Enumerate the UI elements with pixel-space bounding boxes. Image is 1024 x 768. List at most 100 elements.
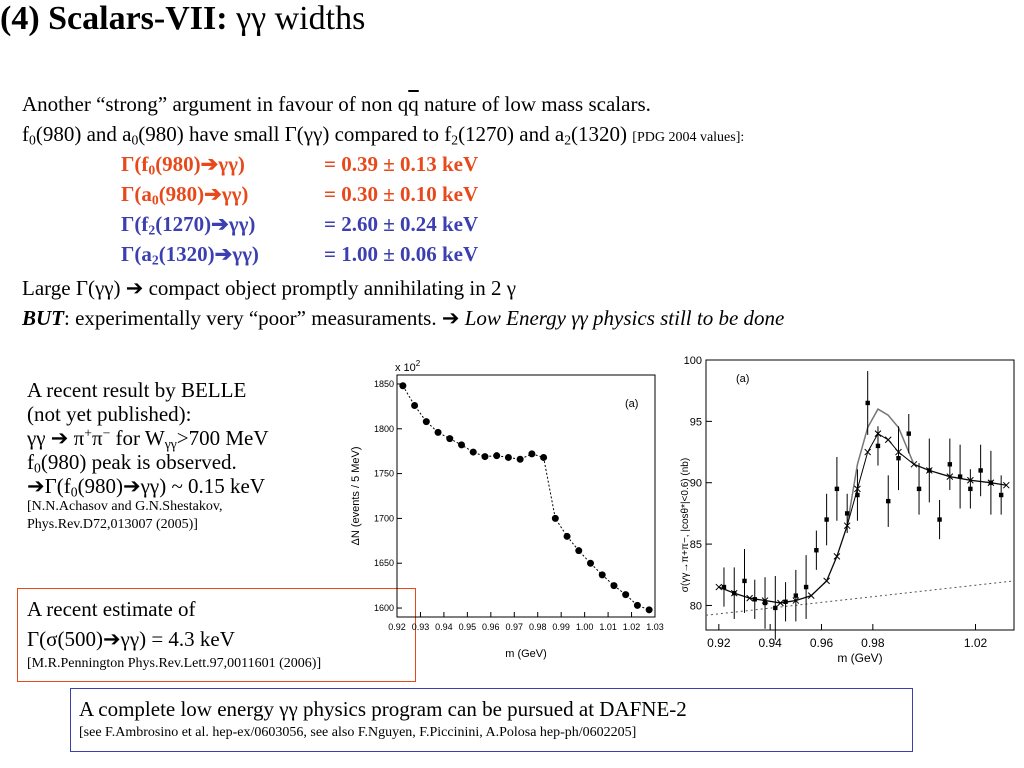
belle-line: A recent result by BELLE xyxy=(27,378,247,402)
model-cross xyxy=(910,460,918,468)
subscript: 2 xyxy=(148,222,156,238)
data-point xyxy=(773,605,778,611)
text-frag: (1270) and a xyxy=(458,122,565,146)
x-tick-label: 0.96 xyxy=(810,636,834,650)
data-point xyxy=(988,480,994,485)
subscript: 0 xyxy=(70,484,78,500)
text-frag: (1320) xyxy=(571,122,633,146)
model-cross xyxy=(746,594,753,602)
data-point xyxy=(528,450,536,458)
data-point xyxy=(446,435,454,443)
data-point xyxy=(824,517,829,522)
data-point xyxy=(968,486,973,492)
width-label: Γ(a2(1320)➔γγ) xyxy=(121,242,259,267)
text-frag: π xyxy=(91,426,103,450)
subscript: 2 xyxy=(151,252,159,268)
dafne-box xyxy=(70,688,913,752)
width-row-f2: Γ(f2(1270)➔γγ) = 2.60 ± 0.24 keV xyxy=(121,212,541,240)
data-point xyxy=(855,492,860,498)
data-point xyxy=(896,455,901,461)
y-tick-label: 90 xyxy=(690,478,702,490)
estimate-reference: [M.R.Pennington Phys.Rev.Lett.97,0011601… xyxy=(27,656,322,671)
but-word: BUT xyxy=(22,306,64,330)
belle-reference: Phys.Rev.D72,013007 (2005)] xyxy=(27,517,198,532)
text-frag: (1320)➔γγ) xyxy=(158,242,259,266)
x-tick-label: 0.99 xyxy=(552,622,570,632)
data-point xyxy=(563,532,571,540)
x-tick-label: 0.98 xyxy=(529,622,547,632)
low-energy-note: Low Energy γγ physics still to be done xyxy=(464,306,785,330)
fit-curve xyxy=(718,408,1007,604)
data-point xyxy=(481,453,489,461)
x-axis-label: m (GeV) xyxy=(837,651,882,665)
estimate-line: Γ(σ(500)➔γγ) = 4.3 keV xyxy=(27,627,235,651)
data-point xyxy=(844,511,850,516)
data-point xyxy=(762,600,768,606)
model-cross xyxy=(1002,481,1010,489)
width-value: = 2.60 ± 0.24 keV xyxy=(324,212,479,236)
text-frag: (980)➔γγ) ~ 0.15 keV xyxy=(77,474,266,498)
title-bold: (4) Scalars-VII: xyxy=(0,0,228,37)
text-frag: (1270)➔γγ) xyxy=(155,212,256,236)
width-label: Γ(a0(980)➔γγ) xyxy=(121,182,248,207)
y-tick-label: 80 xyxy=(690,600,702,612)
superscript: + xyxy=(84,425,92,441)
y-tick-label: 1600 xyxy=(374,603,394,613)
width-label: Γ(f0(980)➔γγ) xyxy=(121,152,245,177)
data-points xyxy=(721,371,1004,640)
text-frag: (980)➔γγ) xyxy=(155,152,245,176)
y-axis-label: σ(γγ→π+π−, |cosθ*|<0.6) (nb) xyxy=(680,458,691,592)
y-tick-label: 100 xyxy=(684,355,702,367)
intro-text-end: nature of low mass scalars. xyxy=(418,92,651,116)
model-cross xyxy=(823,577,830,585)
data-point xyxy=(803,584,809,590)
plot-frame xyxy=(396,374,656,618)
y-tick-label: 1750 xyxy=(374,469,394,479)
x-tick-label: 1.01 xyxy=(599,622,617,632)
belle-mass-spectrum-chart: x 102 0.92 0.93 0.94 0.95 0.96 0.97 0.98 0.99 1.… xyxy=(350,359,664,660)
exponent-label: x 102 xyxy=(395,359,421,374)
data-point xyxy=(916,486,922,492)
model-cross xyxy=(864,448,872,456)
panel-label: (a) xyxy=(625,398,638,410)
data-point xyxy=(721,584,727,590)
data-point xyxy=(540,453,548,461)
data-point xyxy=(937,517,942,522)
data-point xyxy=(516,455,524,463)
but-text: : experimentally very “poor” measurament… xyxy=(64,306,465,330)
text-frag: (980) have small Γ(γγ) compared to f xyxy=(138,122,452,146)
text-frag: Γ(f xyxy=(121,212,149,236)
belle-line: γγ ➔ π+π− for Wγγ>700 MeV xyxy=(27,425,269,451)
y-tick-label: 85 xyxy=(690,539,702,551)
text-frag: Γ(a xyxy=(121,182,152,206)
subscript: 0 xyxy=(29,132,36,148)
data-point xyxy=(422,418,430,426)
x-tick-label: 0.92 xyxy=(388,622,406,632)
data-point xyxy=(434,428,442,436)
text-frag: Γ(f xyxy=(121,152,149,176)
dafne-statement: A complete low energy γγ physics program… xyxy=(79,697,687,721)
x-tick-label: 0.94 xyxy=(758,636,782,650)
width-value: = 0.30 ± 0.10 keV xyxy=(324,182,479,206)
width-value: = 1.00 ± 0.06 keV xyxy=(324,242,479,266)
data-point xyxy=(978,468,983,473)
belle-line: (not yet published): xyxy=(27,402,192,426)
belle-reference: [N.N.Achasov and G.N.Shestakov, xyxy=(27,499,223,514)
model-crosses xyxy=(715,430,1010,607)
estimate-block: A recent estimate of Γ(σ(500)➔γγ) = 4.3 … xyxy=(27,597,321,673)
x-tick-label: 0.96 xyxy=(482,622,500,632)
data-point xyxy=(504,453,512,461)
axis-ticks: 0.92 0.94 0.96 0.98 1.02 80 85 90 95 100 xyxy=(684,355,988,650)
y-tick-label: 1650 xyxy=(374,558,394,568)
model-cross xyxy=(777,599,784,607)
axis-ticks: 0.92 0.93 0.94 0.95 0.96 0.97 0.98 0.99 1.00 1.01… xyxy=(374,379,664,632)
subscript: 2 xyxy=(451,132,459,148)
model-cross xyxy=(715,583,723,591)
data-point xyxy=(998,492,1004,498)
superscript: − xyxy=(102,425,111,441)
data-point xyxy=(551,514,559,522)
data-point xyxy=(732,590,737,596)
data-point xyxy=(633,601,641,609)
data-point xyxy=(927,468,932,473)
data-point xyxy=(947,462,953,467)
